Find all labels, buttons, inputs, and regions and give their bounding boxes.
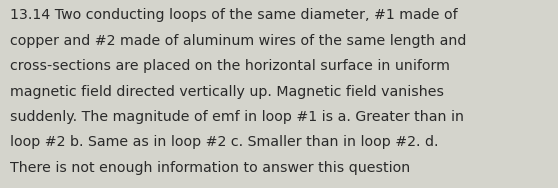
Text: loop #2 b. Same as in loop #2 c. Smaller than in loop #2. d.: loop #2 b. Same as in loop #2 c. Smaller… [10, 135, 439, 149]
Text: suddenly. The magnitude of emf in loop #1 is a. Greater than in: suddenly. The magnitude of emf in loop #… [10, 110, 464, 124]
Text: copper and #2 made of aluminum wires of the same length and: copper and #2 made of aluminum wires of … [10, 34, 466, 48]
Text: cross-sections are placed on the horizontal surface in uniform: cross-sections are placed on the horizon… [10, 59, 450, 73]
Text: 13.14 Two conducting loops of the same diameter, #1 made of: 13.14 Two conducting loops of the same d… [10, 8, 458, 22]
Text: magnetic field directed vertically up. Magnetic field vanishes: magnetic field directed vertically up. M… [10, 85, 444, 99]
Text: There is not enough information to answer this question: There is not enough information to answe… [10, 161, 410, 175]
